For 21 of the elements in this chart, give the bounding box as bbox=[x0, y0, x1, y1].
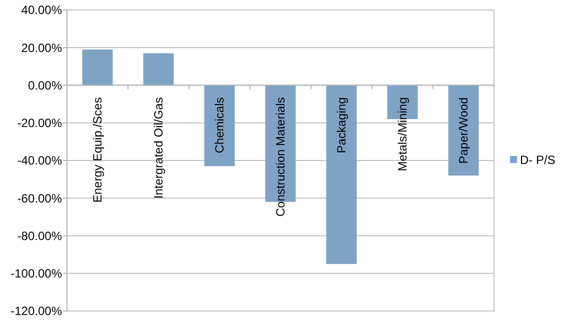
y-tick-label: -40.00% bbox=[17, 154, 62, 168]
y-tick-label: 20.00% bbox=[21, 40, 62, 55]
bar bbox=[143, 53, 174, 86]
y-tick-label: -120.00% bbox=[10, 304, 62, 318]
x-tick-label: Paper/Wood bbox=[456, 97, 471, 164]
y-tick-label: -20.00% bbox=[17, 116, 62, 130]
bar bbox=[82, 50, 113, 86]
y-tick-label: -100.00% bbox=[10, 266, 62, 281]
y-tick-label: -80.00% bbox=[17, 228, 62, 243]
x-tick-label: Construction Materials bbox=[274, 97, 288, 217]
x-tick-label: Intergrated Oil/Gas bbox=[152, 97, 166, 199]
x-tick-label: Packaging bbox=[334, 97, 349, 154]
bar bbox=[204, 85, 235, 166]
x-tick-label: Chemicals bbox=[212, 97, 227, 154]
bar bbox=[326, 85, 357, 264]
x-tick-label: Energy Equip./Sces bbox=[90, 97, 105, 203]
y-tick-label: -60.00% bbox=[17, 191, 62, 206]
y-tick-label: 40.00% bbox=[21, 3, 62, 18]
x-tick-label: Metals/Mining bbox=[396, 97, 410, 172]
legend-label: D- P/S bbox=[520, 153, 556, 168]
y-tick-label: 0.00% bbox=[28, 78, 62, 92]
